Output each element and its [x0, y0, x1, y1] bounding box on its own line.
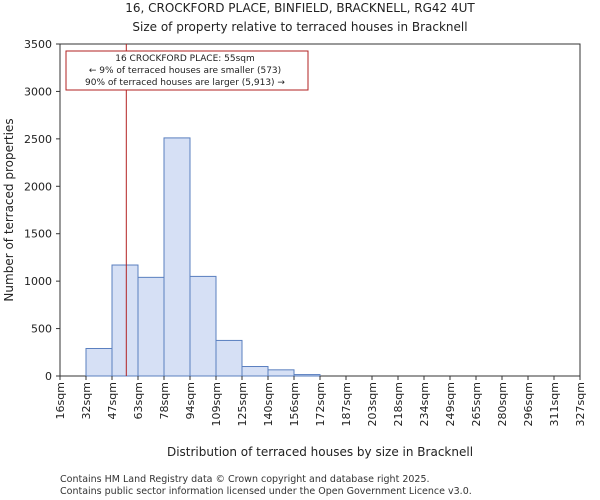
chart-title: 16, CROCKFORD PLACE, BINFIELD, BRACKNELL…	[125, 1, 475, 15]
y-tick-label: 2000	[24, 180, 52, 193]
bar-125sqm	[241, 366, 269, 377]
bar-78sqm	[163, 137, 191, 377]
bar-94sqm	[189, 275, 217, 377]
x-tick-label: 109sqm	[210, 382, 223, 426]
bar-140sqm	[267, 369, 295, 377]
x-tick-label: 234sqm	[418, 382, 431, 426]
annotation-frame	[65, 50, 309, 91]
footer-line-1: Contains HM Land Registry data © Crown c…	[60, 474, 430, 485]
x-tick-label: 16sqm	[54, 382, 67, 419]
x-tick-label: 94sqm	[184, 382, 197, 419]
x-axis: 16sqm 32sqm 47sqm 63sqm 78sqm 94sqm 109sqm 125s…	[54, 376, 587, 426]
x-tick-label: 140sqm	[262, 382, 275, 426]
x-tick-label: 125sqm	[236, 382, 249, 426]
x-tick-label: 203sqm	[366, 382, 379, 426]
y-tick-label: 1000	[24, 275, 52, 288]
x-tick-label: 47sqm	[106, 382, 119, 419]
y-axis: 0 500 1000 1500 2000 2500 3000 3500	[24, 38, 60, 383]
x-tick-label: 265sqm	[470, 382, 483, 426]
annotation-box: 16 CROCKFORD PLACE: 55sqm ← 9% of terrac…	[65, 50, 309, 91]
bar-63sqm	[137, 276, 165, 377]
y-tick-label: 1500	[24, 228, 52, 241]
bar-156sqm	[293, 374, 321, 377]
y-tick-label: 0	[45, 370, 52, 383]
x-tick-label: 172sqm	[314, 382, 327, 426]
x-tick-label: 280sqm	[496, 382, 509, 426]
annotation-line-1: 16 CROCKFORD PLACE: 55sqm	[115, 54, 255, 64]
y-tick-label: 3000	[24, 85, 52, 98]
x-axis-label: Distribution of terraced houses by size …	[167, 445, 473, 459]
bar-32sqm	[85, 347, 113, 377]
y-tick-label: 2500	[24, 133, 52, 146]
bar-109sqm	[215, 339, 243, 377]
annotation-line-3: 90% of terraced houses are larger (5,913…	[85, 78, 285, 88]
chart-subtitle: Size of property relative to terraced ho…	[132, 20, 467, 34]
x-tick-label: 78sqm	[158, 382, 171, 419]
bars-group	[85, 137, 321, 377]
x-tick-label: 249sqm	[444, 382, 457, 426]
x-tick-label: 187sqm	[340, 382, 353, 426]
x-tick-label: 32sqm	[80, 382, 93, 419]
y-tick-label: 500	[31, 323, 52, 336]
annotation-line-2: ← 9% of terraced houses are smaller (573…	[89, 66, 281, 76]
x-tick-label: 311sqm	[548, 382, 561, 426]
y-axis-label: Number of terraced properties	[2, 118, 16, 301]
bar-47sqm	[111, 264, 139, 377]
footer-line-2: Contains public sector information licen…	[60, 486, 472, 497]
x-tick-label: 218sqm	[392, 382, 405, 426]
x-tick-label: 63sqm	[132, 382, 145, 419]
x-tick-label: 296sqm	[522, 382, 535, 426]
y-tick-label: 3500	[24, 38, 52, 51]
x-tick-label: 156sqm	[288, 382, 301, 426]
x-tick-label: 327sqm	[574, 382, 587, 426]
